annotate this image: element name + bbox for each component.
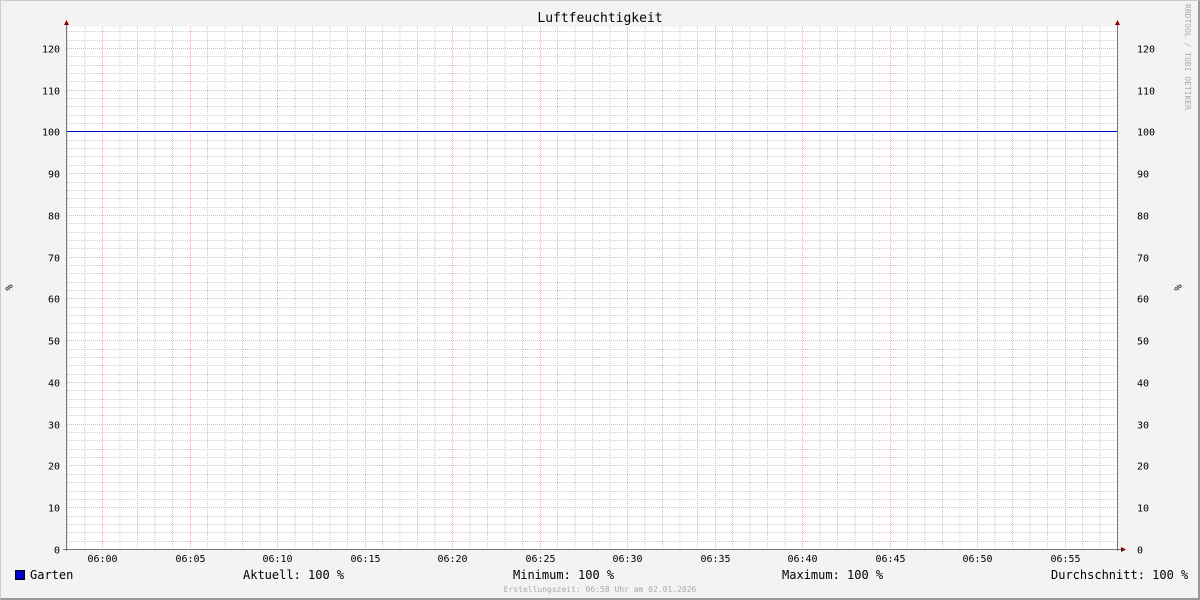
y-tick-label-right: 80 — [1137, 212, 1149, 223]
y-tick-label-right: 20 — [1137, 462, 1149, 473]
y-tick-label-right: 120 — [1137, 45, 1155, 56]
x-tick-label: 06:35 — [700, 554, 730, 565]
y-tick-label-right: 10 — [1137, 504, 1149, 515]
x-tick-label: 06:00 — [87, 554, 117, 565]
x-tick-label: 06:10 — [262, 554, 292, 565]
y-tick-label-left: 100 — [42, 128, 60, 139]
legend-maximum: Maximum: 100 % — [782, 568, 884, 582]
y-tick-label-right: 60 — [1137, 295, 1149, 306]
legend-durchschnitt: Durchschnitt: 100 % — [1051, 568, 1189, 582]
y-axis-arrow-left — [64, 20, 69, 25]
watermark: RRDTOOL / TOBI OETIKER — [1183, 4, 1192, 110]
y-tick-label-left: 20 — [48, 462, 60, 473]
y-tick-label-right: 0 — [1137, 546, 1143, 557]
y-tick-label-left: 40 — [48, 379, 60, 390]
y-tick-label-right: 30 — [1137, 421, 1149, 432]
y-axis-arrow-right — [1115, 20, 1120, 25]
x-tick-label: 06:30 — [612, 554, 642, 565]
x-tick-label: 06:50 — [962, 554, 992, 565]
y-tick-label-right: 100 — [1137, 128, 1155, 139]
y-tick-label-right: 110 — [1137, 87, 1155, 98]
y-tick-label-left: 120 — [42, 45, 60, 56]
y-tick-label-right: 90 — [1137, 170, 1149, 181]
y-tick-label-right: 70 — [1137, 254, 1149, 265]
x-tick-label: 06:15 — [350, 554, 380, 565]
y-tick-label-left: 60 — [48, 295, 60, 306]
x-tick-label: 06:40 — [787, 554, 817, 565]
chart-title: Luftfeuchtigkeit — [537, 11, 663, 26]
y-tick-label-left: 90 — [48, 170, 60, 181]
footer-timestamp: Erstellungszeit: 06:58 Uhr am 02.01.2026 — [503, 585, 697, 594]
y-tick-label-left: 0 — [54, 546, 60, 557]
legend-series-name: Garten — [30, 568, 74, 582]
y-tick-label-left: 80 — [48, 212, 60, 223]
legend-minimum: Minimum: 100 % — [513, 568, 615, 582]
x-tick-label: 06:25 — [525, 554, 555, 565]
y-tick-label-right: 50 — [1137, 337, 1149, 348]
y-tick-label-left: 110 — [42, 87, 60, 98]
y-tick-label-left: 10 — [48, 504, 60, 515]
y-tick-label-left: 30 — [48, 421, 60, 432]
legend: Garten Aktuell: 100 % Minimum: 100 % Max… — [0, 568, 1200, 584]
legend-aktuell: Aktuell: 100 % — [243, 568, 345, 582]
x-axis-arrow — [1121, 547, 1126, 552]
x-tick-label: 06:55 — [1050, 554, 1080, 565]
y-tick-label-left: 50 — [48, 337, 60, 348]
x-tick-label: 06:20 — [437, 554, 467, 565]
x-tick-label: 06:45 — [875, 554, 905, 565]
legend-swatch-garten — [15, 570, 25, 580]
x-tick-label: 06:05 — [175, 554, 205, 565]
y-tick-label-left: 70 — [48, 254, 60, 265]
y-tick-label-right: 40 — [1137, 379, 1149, 390]
